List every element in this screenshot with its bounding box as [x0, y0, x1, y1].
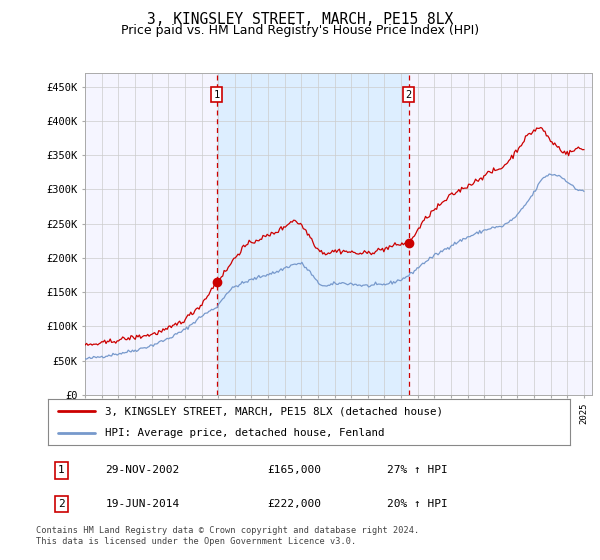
Text: HPI: Average price, detached house, Fenland: HPI: Average price, detached house, Fenl…	[106, 428, 385, 438]
Text: 3, KINGSLEY STREET, MARCH, PE15 8LX (detached house): 3, KINGSLEY STREET, MARCH, PE15 8LX (det…	[106, 406, 443, 416]
Text: 1: 1	[58, 465, 64, 475]
Text: Contains HM Land Registry data © Crown copyright and database right 2024.
This d: Contains HM Land Registry data © Crown c…	[36, 526, 419, 546]
Text: 1: 1	[214, 90, 220, 100]
Text: 2: 2	[406, 90, 412, 100]
Text: 2: 2	[58, 499, 64, 509]
Text: Price paid vs. HM Land Registry's House Price Index (HPI): Price paid vs. HM Land Registry's House …	[121, 24, 479, 36]
Text: 27% ↑ HPI: 27% ↑ HPI	[388, 465, 448, 475]
Text: 3, KINGSLEY STREET, MARCH, PE15 8LX: 3, KINGSLEY STREET, MARCH, PE15 8LX	[147, 12, 453, 27]
Text: 20% ↑ HPI: 20% ↑ HPI	[388, 499, 448, 509]
Bar	[217, 73, 409, 395]
Text: £165,000: £165,000	[267, 465, 321, 475]
Text: 29-NOV-2002: 29-NOV-2002	[106, 465, 179, 475]
Text: 19-JUN-2014: 19-JUN-2014	[106, 499, 179, 509]
Text: £222,000: £222,000	[267, 499, 321, 509]
